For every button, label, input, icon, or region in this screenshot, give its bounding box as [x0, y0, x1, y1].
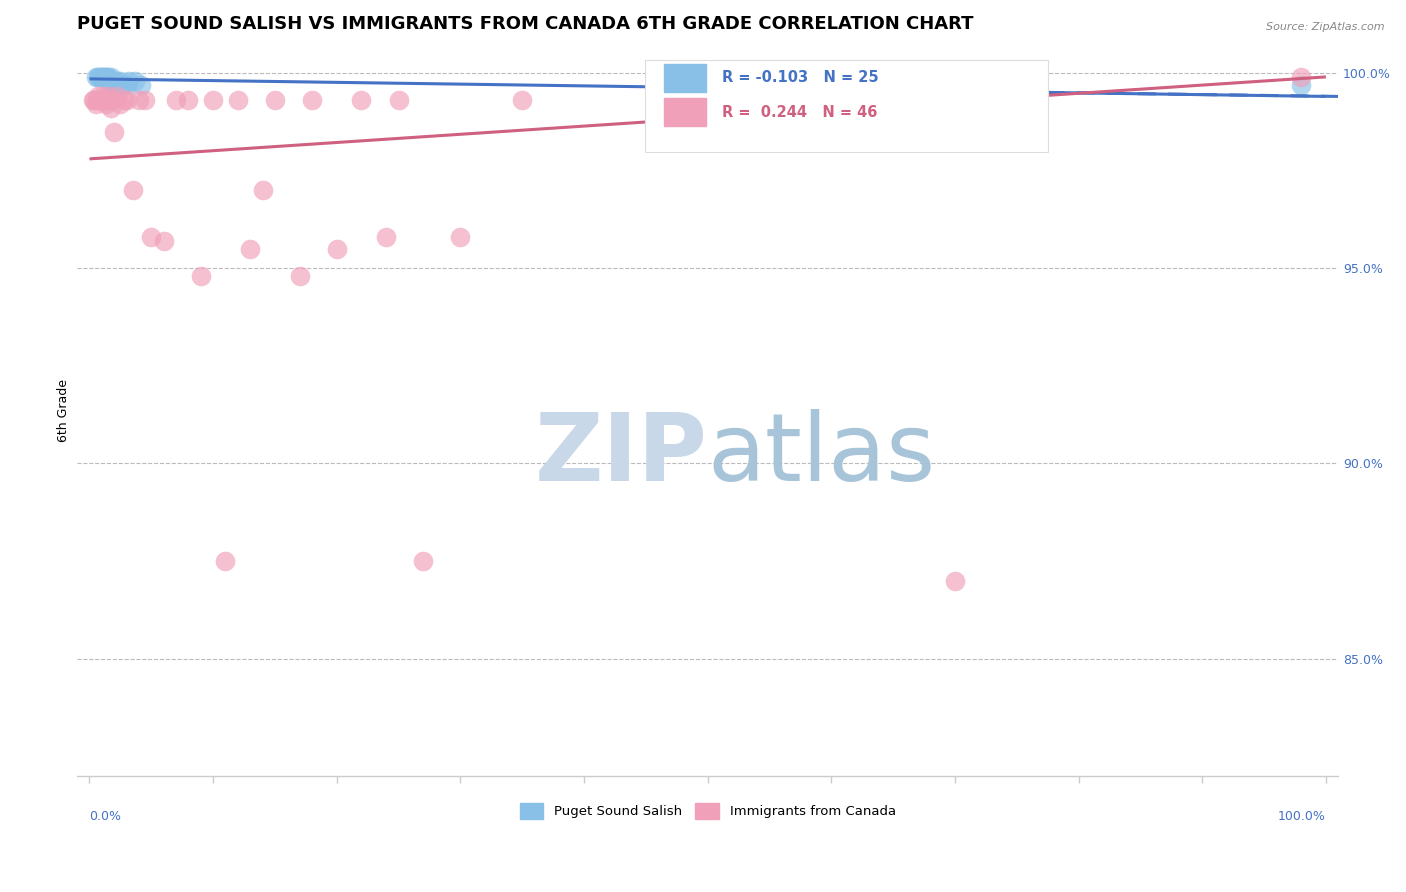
Point [1289, 70, 1312, 84]
Point [90, 70, 112, 84]
Point [110, 74, 132, 88]
Point [350, 93, 373, 107]
Point [115, 78, 138, 92]
Point [89, 70, 111, 84]
Point [1289, 78, 1312, 92]
Point [110, 97, 132, 112]
Point [87, 70, 110, 84]
Point [449, 230, 471, 244]
Point [90, 70, 112, 84]
Point [943, 574, 966, 588]
Point [177, 93, 200, 107]
Point [202, 93, 225, 107]
Point [115, 93, 138, 107]
Point [105, 89, 128, 103]
Point [412, 554, 434, 568]
Point [93, 70, 115, 84]
Point [111, 78, 134, 92]
Point [820, 81, 842, 95]
Point [82, 93, 104, 107]
Point [124, 74, 146, 88]
Point [90, 93, 112, 107]
Point [94, 70, 117, 84]
Point [288, 268, 311, 283]
Point [375, 230, 398, 244]
Text: ZIP: ZIP [534, 409, 707, 500]
Point [510, 93, 533, 107]
Point [87, 89, 110, 103]
Point [118, 74, 141, 88]
Point [90, 89, 112, 103]
Point [105, 74, 128, 88]
Point [101, 74, 124, 88]
Point [89, 93, 111, 107]
Point [112, 93, 135, 107]
Point [301, 93, 323, 107]
Point [264, 93, 287, 107]
Point [100, 93, 122, 107]
Point [214, 554, 236, 568]
Point [94, 97, 117, 112]
Point [239, 242, 262, 256]
Point [98, 93, 121, 107]
Point [103, 124, 125, 138]
FancyBboxPatch shape [644, 61, 1049, 152]
Point [131, 78, 153, 92]
Point [96, 70, 118, 84]
Point [91, 93, 114, 107]
Text: PUGET SOUND SALISH VS IMMIGRANTS FROM CANADA 6TH GRADE CORRELATION CHART: PUGET SOUND SALISH VS IMMIGRANTS FROM CA… [77, 15, 973, 33]
Text: Source: ZipAtlas.com: Source: ZipAtlas.com [1267, 22, 1385, 32]
Point [97, 89, 120, 103]
Point [134, 93, 156, 107]
Point [128, 93, 150, 107]
Point [387, 93, 409, 107]
Text: 100.0%: 100.0% [1278, 811, 1326, 823]
Point [326, 242, 349, 256]
Point [165, 93, 187, 107]
Point [696, 81, 718, 95]
FancyBboxPatch shape [664, 64, 706, 92]
Point [103, 78, 125, 92]
Point [84, 97, 107, 112]
Point [252, 183, 274, 197]
Point [190, 268, 212, 283]
Point [121, 183, 143, 197]
Point [97, 70, 120, 84]
Legend: Puget Sound Salish, Immigrants from Canada: Puget Sound Salish, Immigrants from Cana… [515, 797, 901, 824]
Point [84, 70, 107, 84]
Text: 0.0%: 0.0% [90, 811, 121, 823]
Point [226, 93, 249, 107]
Text: atlas: atlas [707, 409, 936, 500]
Point [100, 70, 122, 84]
Point [141, 230, 163, 244]
Point [98, 74, 121, 88]
Text: R = -0.103   N = 25: R = -0.103 N = 25 [721, 70, 879, 86]
Point [100, 74, 122, 88]
Point [93, 93, 115, 107]
Point [100, 101, 122, 115]
Text: R =  0.244   N = 46: R = 0.244 N = 46 [721, 104, 877, 120]
Point [83, 93, 105, 107]
FancyBboxPatch shape [664, 98, 706, 126]
Point [86, 93, 108, 107]
Point [91, 70, 114, 84]
Point [152, 234, 174, 248]
Point [96, 93, 118, 107]
Y-axis label: 6th Grade: 6th Grade [58, 379, 70, 442]
